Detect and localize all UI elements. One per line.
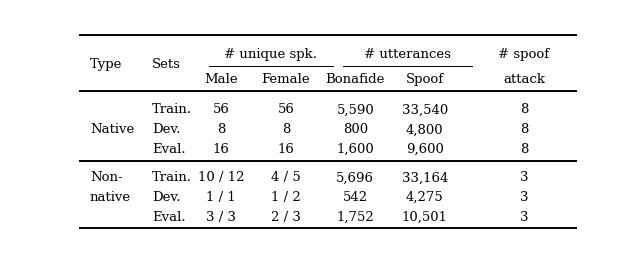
Text: Non-: Non- xyxy=(90,171,122,184)
Text: native: native xyxy=(90,191,131,204)
Text: 4,275: 4,275 xyxy=(406,191,444,204)
Text: # utterances: # utterances xyxy=(364,48,451,61)
Text: 4,800: 4,800 xyxy=(406,123,444,136)
Text: 8: 8 xyxy=(520,143,528,156)
Text: Dev.: Dev. xyxy=(152,123,180,136)
Text: 1 / 2: 1 / 2 xyxy=(271,191,301,204)
Text: Spoof: Spoof xyxy=(406,73,444,86)
Text: attack: attack xyxy=(503,73,545,86)
Text: 56: 56 xyxy=(213,104,230,116)
Text: 16: 16 xyxy=(213,143,230,156)
Text: Train.: Train. xyxy=(152,171,192,184)
Text: Female: Female xyxy=(262,73,310,86)
Text: Train.: Train. xyxy=(152,104,192,116)
Text: 1,752: 1,752 xyxy=(337,211,374,224)
Text: # unique spk.: # unique spk. xyxy=(225,48,317,61)
Text: 542: 542 xyxy=(342,191,368,204)
Text: 1,600: 1,600 xyxy=(337,143,374,156)
Text: 56: 56 xyxy=(277,104,294,116)
Text: 3 / 3: 3 / 3 xyxy=(206,211,236,224)
Text: 1 / 1: 1 / 1 xyxy=(207,191,236,204)
Text: 9,600: 9,600 xyxy=(406,143,444,156)
Text: Native: Native xyxy=(90,123,134,136)
Text: Sets: Sets xyxy=(152,58,180,71)
Text: 3: 3 xyxy=(520,171,528,184)
Text: 5,590: 5,590 xyxy=(337,104,374,116)
Text: Bonafide: Bonafide xyxy=(326,73,385,86)
Text: Eval.: Eval. xyxy=(152,211,186,224)
Text: 3: 3 xyxy=(520,211,528,224)
Text: Male: Male xyxy=(205,73,238,86)
Text: 800: 800 xyxy=(342,123,368,136)
Text: 5,696: 5,696 xyxy=(336,171,374,184)
Text: 33,164: 33,164 xyxy=(401,171,448,184)
Text: 2 / 3: 2 / 3 xyxy=(271,211,301,224)
Text: Eval.: Eval. xyxy=(152,143,186,156)
Text: 8: 8 xyxy=(217,123,225,136)
Text: 4 / 5: 4 / 5 xyxy=(271,171,301,184)
Text: 10,501: 10,501 xyxy=(402,211,448,224)
Text: Dev.: Dev. xyxy=(152,191,180,204)
Text: 8: 8 xyxy=(282,123,290,136)
Text: 10 / 12: 10 / 12 xyxy=(198,171,244,184)
Text: 3: 3 xyxy=(520,191,528,204)
Text: 16: 16 xyxy=(277,143,294,156)
Text: 8: 8 xyxy=(520,123,528,136)
Text: Type: Type xyxy=(90,58,122,71)
Text: # spoof: # spoof xyxy=(499,48,550,61)
Text: 8: 8 xyxy=(520,104,528,116)
Text: 33,540: 33,540 xyxy=(401,104,448,116)
